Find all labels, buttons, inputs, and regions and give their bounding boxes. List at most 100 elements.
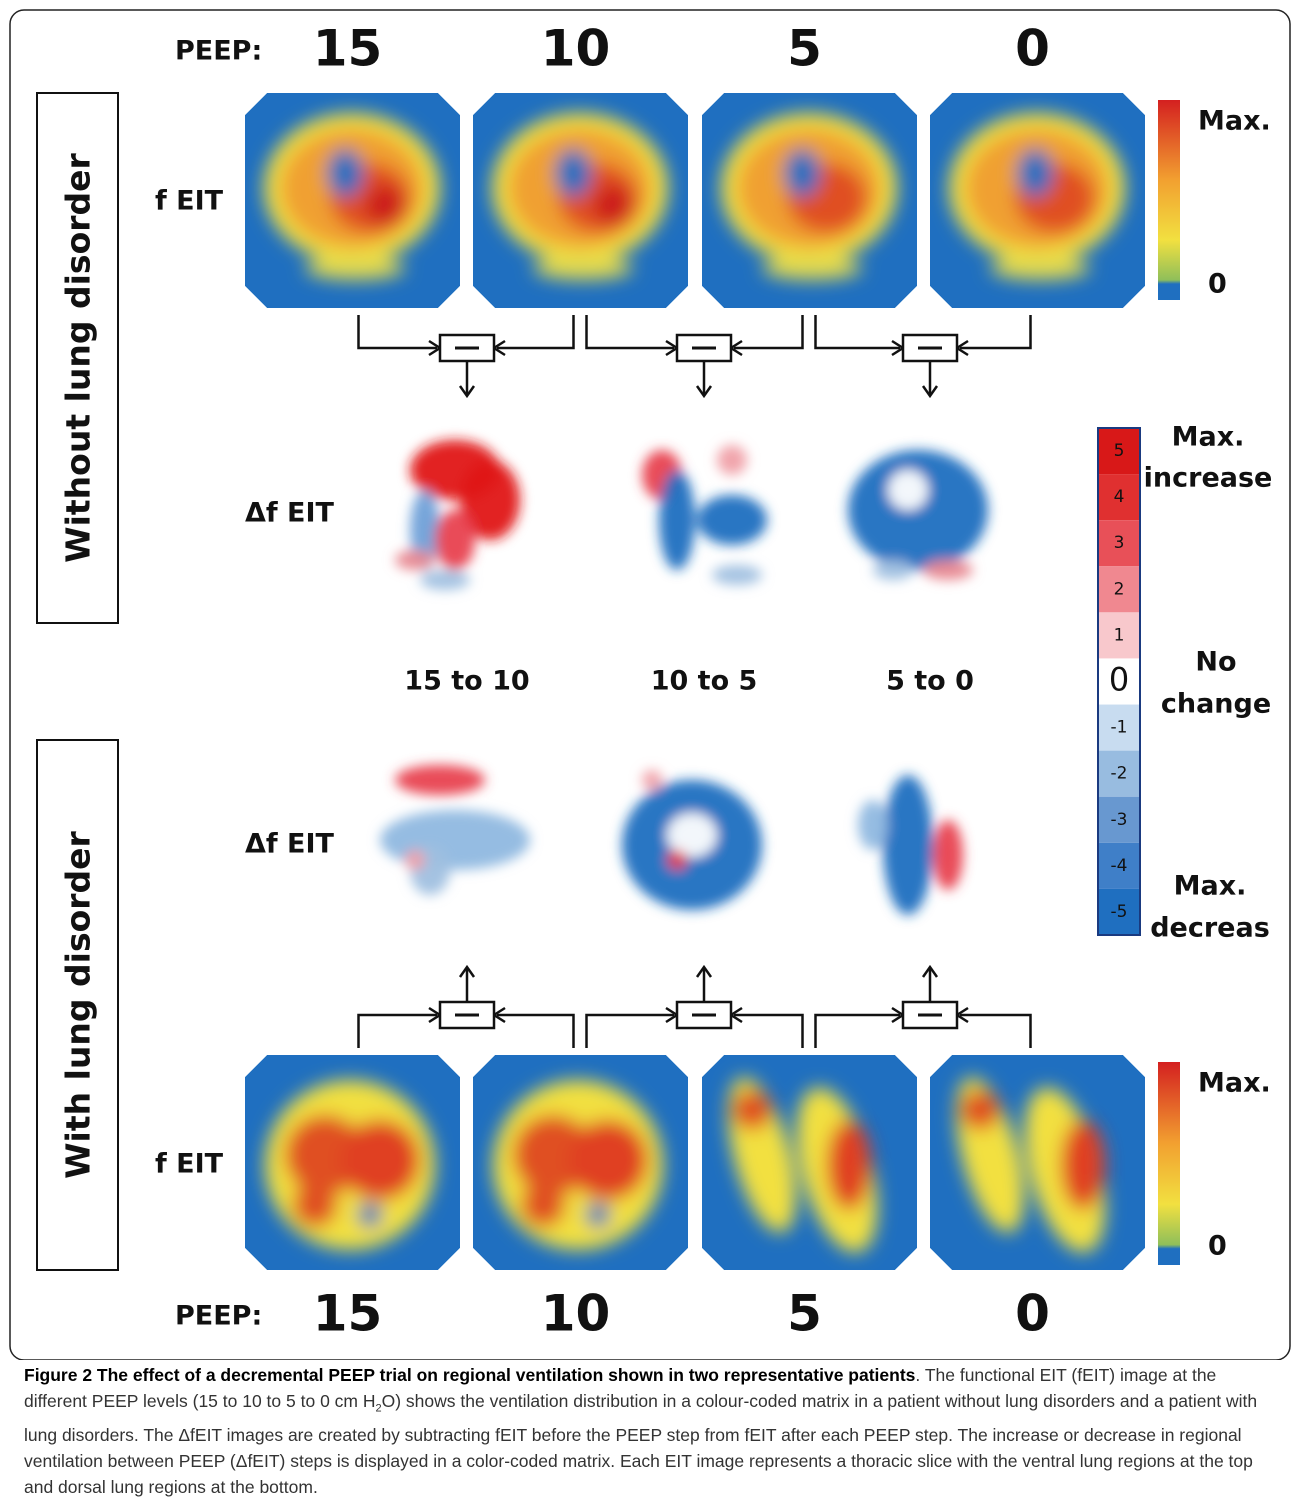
- colorbar-label: 0: [1208, 1231, 1227, 1262]
- blob: [732, 1090, 772, 1130]
- blob: [305, 256, 405, 280]
- blob: [762, 256, 862, 280]
- peep-label: PEEP:: [175, 36, 262, 67]
- group-label: With lung disorder: [59, 830, 98, 1178]
- blob: [888, 470, 928, 510]
- blob: [358, 1203, 382, 1227]
- blob: [1061, 1120, 1105, 1210]
- blob: [883, 775, 933, 915]
- page: {"peep_top":{"label":"PEEP:","levels":["…: [0, 0, 1293, 1497]
- blob: [593, 185, 633, 225]
- scale-tick: 1: [1114, 625, 1125, 645]
- scale-label: No: [1195, 647, 1236, 678]
- blob: [827, 1120, 871, 1210]
- peep-label: PEEP:: [175, 1301, 262, 1332]
- feit-image: [702, 93, 917, 308]
- blob: [395, 765, 485, 795]
- colorbar-label: Max.: [1198, 1068, 1271, 1099]
- blob: [960, 1090, 1000, 1130]
- colorbar: [1158, 1062, 1180, 1265]
- blob: [365, 185, 405, 225]
- blob: [405, 850, 425, 870]
- connector: [497, 1015, 574, 1048]
- blobs: [493, 1080, 663, 1250]
- blob: [990, 256, 1090, 280]
- feit-image: [930, 93, 1145, 308]
- caption-title: Figure 2 The effect of a decremental PEE…: [24, 1365, 915, 1385]
- scale-tick: -1: [1111, 718, 1128, 738]
- delta-image: [642, 445, 767, 585]
- blob: [293, 1183, 337, 1227]
- blob: [568, 1120, 648, 1200]
- row-label: f EIT: [155, 186, 224, 217]
- blob: [327, 149, 363, 197]
- connector: [359, 1015, 438, 1048]
- row-label: Δf EIT: [245, 498, 335, 529]
- peep-level: 10: [541, 20, 611, 78]
- blob: [586, 1203, 610, 1227]
- blob: [521, 1183, 565, 1227]
- connector: [587, 315, 675, 348]
- feit-image: [245, 93, 460, 308]
- connector: [960, 1015, 1031, 1048]
- colorbar-label: 0: [1208, 269, 1227, 300]
- blob: [717, 445, 747, 475]
- connector: [734, 315, 803, 348]
- row-label: f EIT: [155, 1149, 224, 1180]
- blob: [435, 510, 475, 570]
- blob: [395, 550, 435, 570]
- delta-image: [622, 770, 762, 910]
- row-label: Δf EIT: [245, 829, 335, 860]
- blob: [642, 770, 662, 790]
- caption: Figure 2 The effect of a decremental PEE…: [24, 1362, 1280, 1500]
- blob: [697, 495, 767, 545]
- blob: [784, 149, 820, 197]
- connector: [960, 315, 1031, 348]
- feit-image: [930, 1055, 1145, 1270]
- feit-image: [245, 1055, 460, 1270]
- scale-tick: -3: [1111, 810, 1128, 830]
- blob: [848, 450, 988, 570]
- delta-image: [395, 440, 520, 590]
- scale-label: Max.: [1174, 871, 1247, 902]
- peep-level: 15: [313, 1285, 383, 1343]
- colorbar: [1158, 100, 1180, 300]
- scale-tick: 2: [1114, 579, 1125, 599]
- feit-image: [702, 1055, 917, 1270]
- blob: [667, 850, 687, 870]
- scale-tick: 3: [1114, 533, 1125, 553]
- delta-image: [848, 450, 988, 580]
- blob: [555, 149, 591, 197]
- peep-level: 15: [313, 20, 383, 78]
- scale-label: decreas: [1150, 913, 1270, 944]
- scale-tick: -5: [1111, 902, 1128, 922]
- blob: [712, 565, 762, 585]
- delta-image: [858, 775, 963, 915]
- peep-level: 0: [1015, 20, 1050, 78]
- connector: [359, 315, 438, 348]
- peep-level: 5: [787, 1285, 822, 1343]
- scale-label: increase: [1144, 463, 1273, 494]
- blob: [1017, 149, 1053, 197]
- transition-label: 10 to 5: [651, 666, 758, 697]
- peep-level: 10: [541, 1285, 611, 1343]
- colorbar-label: Max.: [1198, 106, 1271, 137]
- blob: [858, 800, 888, 850]
- delta-image: [380, 765, 530, 895]
- scale-tick: 4: [1114, 487, 1125, 507]
- blob: [873, 560, 913, 580]
- figure: Without lung disorder With lung disorder…: [0, 0, 1293, 1360]
- scale-tick: -4: [1111, 856, 1128, 876]
- connector: [816, 1015, 901, 1048]
- peep-level: 5: [787, 20, 822, 78]
- scale-tick: 0: [1109, 661, 1129, 699]
- scale-tick: -2: [1111, 764, 1128, 784]
- peep-level: 0: [1015, 1285, 1050, 1343]
- scale-label: Max.: [1172, 422, 1245, 453]
- blob: [380, 810, 530, 870]
- feit-image: [473, 93, 688, 308]
- blob: [923, 560, 973, 580]
- scale-label: change: [1161, 689, 1271, 720]
- blob: [420, 570, 470, 590]
- connector: [734, 1015, 803, 1048]
